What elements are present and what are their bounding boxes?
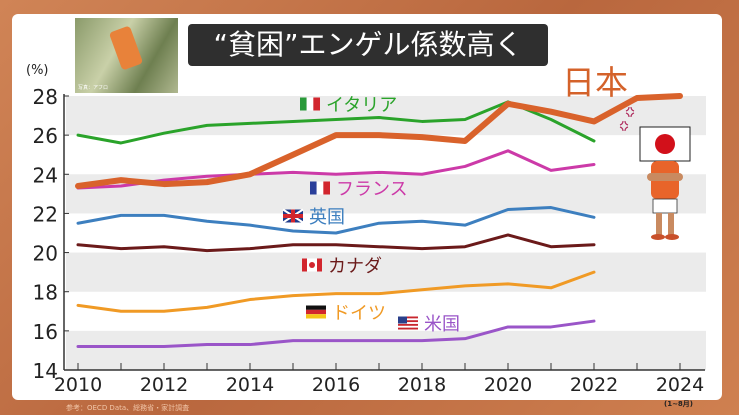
series-label-germany: ドイツ (332, 303, 386, 324)
x-tick-label: 2016 (312, 374, 360, 396)
y-tick-label: 16 (33, 320, 58, 344)
y-tick-label: 28 (33, 85, 58, 109)
x-tick-label: 2012 (140, 374, 188, 396)
series-label-japan: 日本 (562, 63, 628, 102)
grid-band (66, 252, 706, 292)
source-note: 参考：OECD Data、総務省・家計調査 (66, 404, 190, 412)
series-label-italy: イタリア (326, 95, 397, 116)
y-tick-label: 24 (33, 163, 58, 187)
series-line-japan (75, 93, 683, 190)
headline: “貧困”エンゲル係数高く (188, 24, 548, 66)
x-tick-label: 2020 (484, 374, 532, 396)
series-line-uk (76, 206, 596, 235)
canada-flag (302, 258, 322, 272)
x-tick-label: 2010 (54, 374, 102, 396)
y-axis-label: (%) (26, 63, 49, 78)
x-tick-label: 2022 (570, 374, 618, 396)
food-photo: 写真：アフロ (75, 18, 178, 93)
y-tick-label: 18 (33, 281, 58, 305)
germany-flag (306, 305, 326, 319)
x-note: (1~8月) (664, 400, 694, 408)
us-flag (398, 316, 418, 330)
grid-band (66, 330, 706, 370)
series-label-uk: 英国 (309, 207, 345, 228)
photo-caption: 写真：アフロ (78, 85, 109, 91)
x-tick-label: 2024 (656, 374, 704, 396)
uk-flag (282, 208, 304, 224)
x-tick-label: 2018 (398, 374, 446, 396)
series-label-canada: カナダ (328, 256, 382, 277)
y-tick-label: 20 (33, 242, 58, 266)
france-flag (310, 181, 330, 195)
series-label-us: 米国 (424, 314, 460, 335)
italy-flag (300, 97, 320, 111)
y-tick-label: 14 (33, 359, 58, 383)
series-line-us (76, 319, 596, 349)
series-line-germany (76, 270, 596, 313)
series-line-canada (76, 233, 596, 253)
x-tick-label: 2014 (226, 374, 274, 396)
series-line-france (76, 149, 596, 190)
series-label-france: フランス (336, 179, 408, 200)
japan-flag-character (619, 106, 691, 240)
y-tick-label: 26 (33, 124, 58, 148)
y-tick-label: 22 (33, 202, 58, 226)
